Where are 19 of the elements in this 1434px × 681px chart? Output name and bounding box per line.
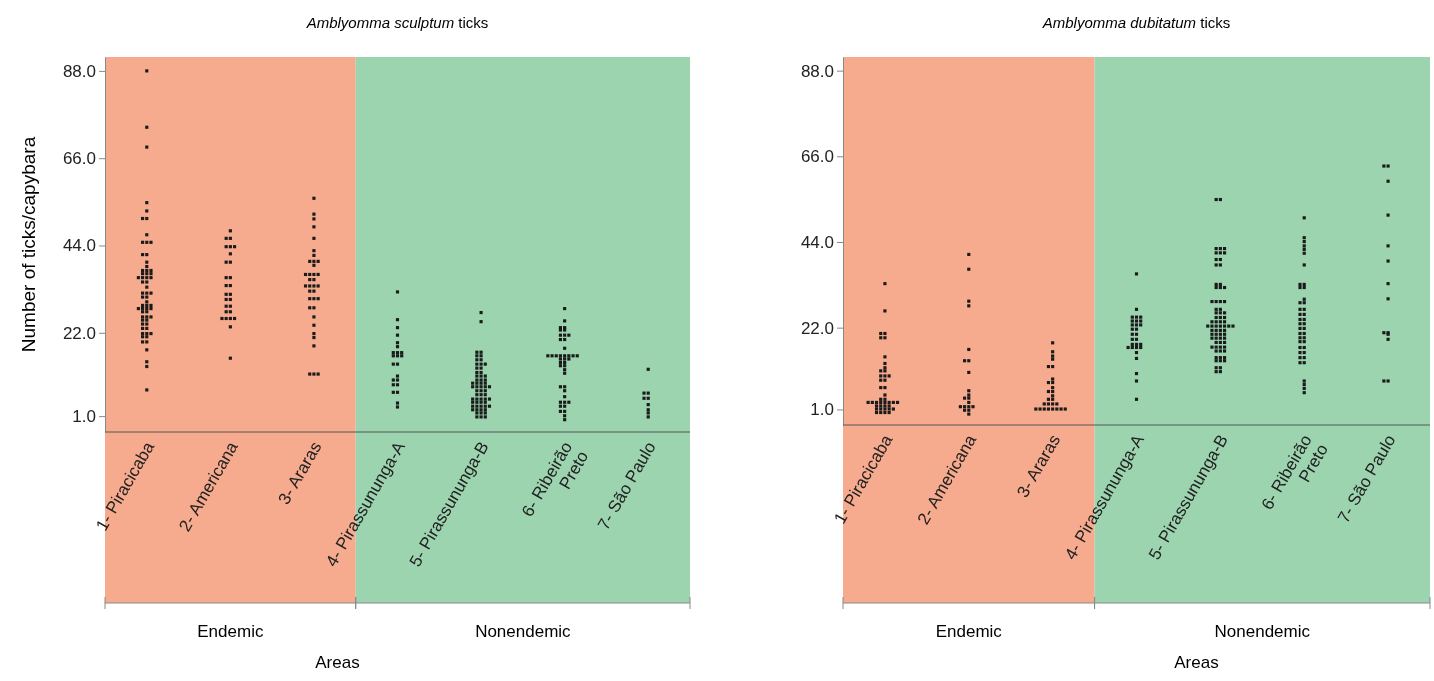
chart-title: Amblyomma sculptum ticks <box>305 14 489 31</box>
y-tick-label: 22.0 <box>800 318 834 338</box>
band-label: Endemic <box>935 622 1003 641</box>
y-tick-label: 88.0 <box>62 61 96 81</box>
band-label: Nonendemic <box>475 622 572 641</box>
y-tick-label: 66.0 <box>62 149 96 169</box>
y-axis-title: Number of ticks/capybara <box>18 136 39 353</box>
chart-title: Amblyomma dubitatum ticks <box>1041 14 1231 31</box>
y-tick-label: 66.0 <box>800 147 834 167</box>
y-tick-label: 44.0 <box>800 232 834 252</box>
x-axis-title: Areas <box>1174 653 1219 672</box>
y-tick-label: 44.0 <box>62 236 96 256</box>
y-tick-label: 1.0 <box>810 400 834 420</box>
band-label: Endemic <box>197 622 264 641</box>
y-tick-label: 22.0 <box>62 323 96 343</box>
y-tick-label: 88.0 <box>800 61 834 81</box>
band-label: Nonendemic <box>1214 622 1311 641</box>
x-axis-title: Areas <box>315 653 360 672</box>
y-tick-label: 1.0 <box>72 407 96 427</box>
